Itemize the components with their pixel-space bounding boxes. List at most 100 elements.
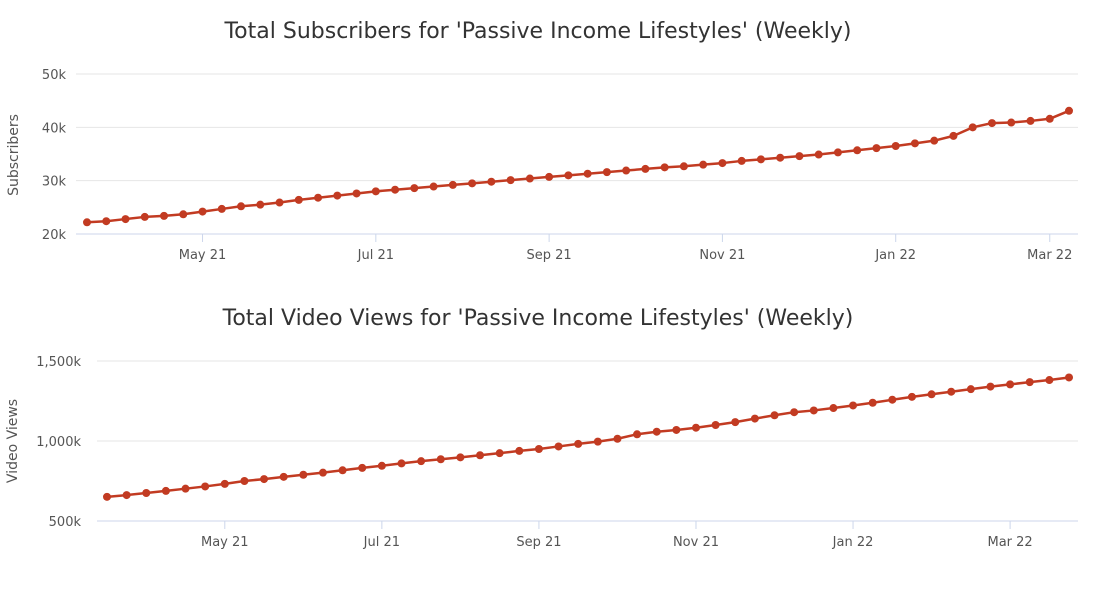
data-point: [102, 217, 111, 226]
data-point: [968, 123, 977, 132]
data-point: [790, 408, 799, 417]
data-point: [318, 468, 327, 477]
data-point: [299, 470, 308, 479]
data-point: [217, 204, 226, 213]
data-point: [391, 185, 400, 194]
data-point: [641, 164, 650, 173]
data-point: [1045, 376, 1054, 385]
data-point: [448, 180, 457, 189]
data-point: [679, 162, 688, 171]
x-tick-label: Mar 22: [1027, 248, 1072, 263]
data-point: [770, 411, 779, 420]
data-point: [910, 139, 919, 148]
data-point: [314, 193, 323, 202]
y-axis-label: Video Views: [5, 399, 21, 483]
data-point: [872, 144, 881, 153]
data-point: [833, 148, 842, 157]
data-point: [1045, 114, 1054, 123]
data-point: [260, 475, 269, 484]
data-point: [891, 142, 900, 150]
data-point: [849, 401, 858, 410]
data-point: [179, 210, 188, 219]
data-point: [279, 472, 288, 481]
y-tick-label: 500k: [49, 515, 82, 530]
x-tick-label: May 21: [201, 535, 249, 550]
data-point: [429, 182, 438, 191]
data-point: [487, 177, 496, 186]
data-point: [417, 457, 426, 466]
data-point: [718, 159, 727, 168]
data-point: [468, 179, 477, 188]
data-point: [776, 153, 785, 162]
data-point: [711, 421, 720, 429]
x-tick-label: Sep 21: [516, 535, 561, 550]
data-point: [103, 492, 111, 501]
x-tick-label: Jul 21: [357, 248, 394, 263]
data-point: [602, 168, 611, 177]
data-point: [160, 211, 169, 220]
y-tick-label: 30k: [42, 175, 67, 190]
data-point: [737, 156, 746, 165]
data-point: [397, 459, 406, 468]
data-point: [927, 390, 936, 399]
data-point: [1065, 373, 1073, 382]
subscribers-series-line: [85, 109, 1071, 224]
data-point: [275, 198, 284, 207]
data-point: [853, 146, 862, 155]
y-tick-label: 50k: [42, 68, 67, 83]
data-point: [256, 200, 265, 209]
data-point: [564, 171, 573, 180]
data-point: [83, 218, 91, 227]
data-point: [506, 176, 515, 185]
x-tick-label: Mar 22: [988, 535, 1033, 550]
data-point: [699, 160, 708, 169]
subscribers-chart: Total Subscribers for 'Passive Income Li…: [6, 19, 1078, 263]
data-point: [795, 152, 804, 161]
data-point: [814, 150, 823, 159]
data-point: [660, 163, 669, 172]
data-point: [294, 195, 303, 204]
data-point: [613, 434, 622, 443]
data-point: [456, 453, 465, 462]
data-point: [121, 215, 130, 224]
data-point: [947, 387, 956, 396]
y-axis-label: Subscribers: [6, 114, 22, 196]
y-tick-label: 1,500k: [36, 355, 81, 370]
data-point: [633, 430, 642, 439]
data-point: [142, 489, 151, 497]
data-point: [672, 425, 681, 434]
x-tick-label: Jul 21: [363, 535, 400, 550]
video-views-series-line: [105, 376, 1071, 499]
data-point: [868, 398, 877, 407]
data-point: [583, 169, 592, 178]
data-point: [515, 446, 524, 455]
x-tick-label: Nov 21: [699, 248, 745, 263]
data-point: [829, 404, 838, 413]
data-point: [750, 414, 759, 423]
data-point: [333, 191, 342, 200]
chart-title: Total Video Views for 'Passive Income Li…: [222, 306, 854, 331]
data-point: [809, 406, 818, 415]
data-point: [930, 136, 939, 145]
data-point: [140, 212, 149, 221]
x-tick-label: Jan 22: [832, 535, 874, 550]
data-point: [949, 131, 958, 140]
data-point: [122, 491, 131, 500]
y-tick-label: 40k: [42, 121, 67, 136]
data-point: [907, 392, 916, 401]
data-point: [1025, 378, 1034, 387]
data-point: [181, 484, 190, 493]
data-point: [198, 207, 207, 216]
data-point: [495, 449, 504, 458]
data-point: [240, 477, 249, 485]
data-point: [377, 461, 386, 470]
data-point: [987, 119, 996, 128]
data-point: [888, 395, 897, 404]
x-tick-label: Nov 21: [673, 535, 719, 550]
data-point: [731, 418, 740, 427]
data-point: [534, 445, 543, 453]
data-point: [201, 482, 210, 491]
data-point: [525, 174, 534, 183]
x-tick-label: May 21: [179, 248, 227, 263]
